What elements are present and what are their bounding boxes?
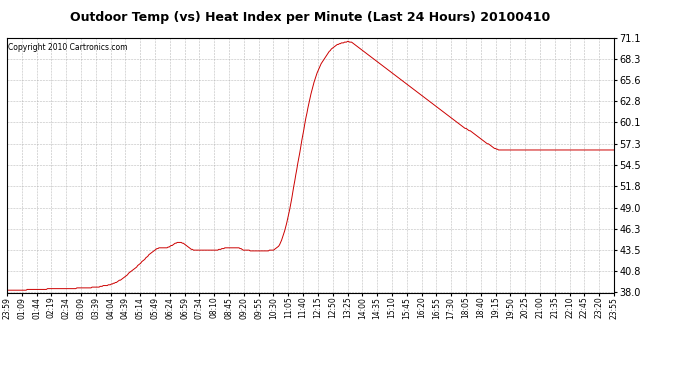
Text: Copyright 2010 Cartronics.com: Copyright 2010 Cartronics.com <box>8 43 128 52</box>
Text: Outdoor Temp (vs) Heat Index per Minute (Last 24 Hours) 20100410: Outdoor Temp (vs) Heat Index per Minute … <box>70 11 551 24</box>
